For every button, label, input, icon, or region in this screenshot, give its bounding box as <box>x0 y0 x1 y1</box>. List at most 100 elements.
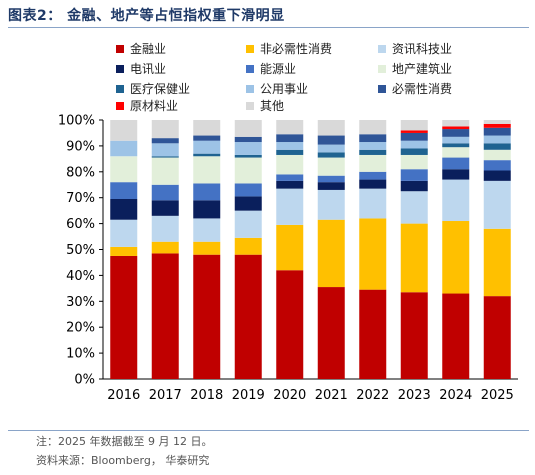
legend-label: 地产建筑业 <box>392 62 453 76</box>
bar-segment <box>442 120 470 127</box>
bar-segment <box>442 143 470 148</box>
bar-segment <box>442 169 470 180</box>
bar-segment <box>193 140 221 154</box>
legend-label: 非必需性消费 <box>260 42 333 56</box>
y-tick-label: 80% <box>66 165 95 180</box>
bar-segment <box>151 215 179 242</box>
bar-segment <box>400 148 428 155</box>
bar-segment <box>400 154 428 170</box>
bar-segment <box>400 180 428 192</box>
bar-segment <box>317 144 345 153</box>
title-divider <box>8 27 529 28</box>
bar-segment <box>151 120 179 139</box>
legend-label: 电讯业 <box>130 62 167 76</box>
bar-segment <box>234 136 262 143</box>
y-tick-label: 100% <box>58 114 95 129</box>
bar-segment <box>110 140 138 157</box>
bar-segment <box>110 255 138 379</box>
legend-swatch <box>246 44 254 53</box>
bar-segment <box>151 138 179 144</box>
bar-segment <box>359 154 387 172</box>
legend-label: 原材料业 <box>130 99 179 113</box>
bar-segment <box>276 180 304 189</box>
legend-swatch <box>116 84 124 93</box>
bar-segment <box>359 120 387 135</box>
bar-segment <box>442 147 470 158</box>
bar-segment <box>193 241 221 255</box>
bar-segment <box>193 135 221 141</box>
bar-segment <box>483 120 511 124</box>
bar-segment <box>234 210 262 238</box>
y-tick-label: 40% <box>66 269 95 284</box>
legend-item: 电讯业 <box>116 60 166 77</box>
source-note: 资料来源：Bloomberg， 华泰研究 <box>36 454 210 467</box>
bar-segment <box>442 293 470 379</box>
bar-segment <box>483 160 511 171</box>
bar-segment <box>483 180 511 229</box>
bar-segment <box>442 157 470 170</box>
bar-segment <box>193 200 221 219</box>
bar-segment <box>359 171 387 180</box>
bar-segment <box>193 120 221 136</box>
stacked-bar-chart: 0% 10% 20% 30% 40% 50% 60% 70% 80% 90% 100% 2016 201… <box>58 114 518 403</box>
bar-segment <box>151 241 179 254</box>
bar-segment <box>442 126 470 130</box>
bar-segment <box>151 156 179 158</box>
bar-segment <box>110 120 138 141</box>
legend-item: 金融业 <box>116 40 166 57</box>
bar-segment <box>234 183 262 197</box>
legend-label: 必需性消费 <box>392 82 453 96</box>
bar-segment <box>276 270 304 379</box>
legend-item: 公用事业 <box>246 80 308 97</box>
bar-segment <box>317 219 345 288</box>
bar-segment <box>276 154 304 175</box>
bar-segment <box>317 157 345 176</box>
bar-segment <box>400 169 428 181</box>
y-tick-label: 20% <box>66 321 95 336</box>
bar-segment <box>483 123 511 128</box>
x-tick-label: 2024 <box>439 388 472 403</box>
bar-segment <box>359 179 387 189</box>
legend-label: 公用事业 <box>260 82 309 96</box>
bar-segment <box>110 198 138 220</box>
bar-segment <box>317 182 345 190</box>
bar-segment <box>359 289 387 379</box>
legend-label: 能源业 <box>260 62 297 76</box>
legend-item: 能源业 <box>246 60 296 77</box>
legend-label: 资讯科技业 <box>392 42 453 56</box>
bar-segment <box>151 143 179 157</box>
legend-item: 地产建筑业 <box>378 60 452 77</box>
y-tick-label: 90% <box>66 139 95 154</box>
bar-segment <box>276 134 304 143</box>
bar-segment <box>276 174 304 181</box>
bar-segment <box>359 142 387 150</box>
bar-segment <box>110 219 138 247</box>
bar-segment <box>193 183 221 201</box>
bar-segment <box>234 142 262 155</box>
legend-label: 医疗保健业 <box>130 82 191 96</box>
footer-divider <box>8 430 529 431</box>
bar-segment <box>151 157 179 185</box>
legend-item: 资讯科技业 <box>378 40 452 57</box>
bar-segment <box>442 129 470 137</box>
legend-label: 其他 <box>260 99 285 113</box>
bar-segment <box>400 191 428 224</box>
x-tick-label: 2016 <box>107 388 140 403</box>
legend-swatch <box>378 64 386 73</box>
bar-segment <box>234 157 262 184</box>
bar-segment <box>442 221 470 294</box>
x-tick-label: 2022 <box>356 388 389 403</box>
bar-segment <box>400 130 428 133</box>
bar-segment <box>483 135 511 144</box>
bar-segment <box>276 188 304 225</box>
legend-item: 医疗保健业 <box>116 80 190 97</box>
bar-segment <box>193 153 221 157</box>
y-tick-label: 50% <box>66 243 95 258</box>
bar-segment <box>483 143 511 150</box>
bar-segment <box>400 120 428 131</box>
bar-segment <box>400 132 428 141</box>
bar-segment <box>234 237 262 255</box>
x-tick-label: 2021 <box>315 388 348 403</box>
legend-swatch <box>116 44 124 53</box>
bar-segment <box>234 154 262 158</box>
